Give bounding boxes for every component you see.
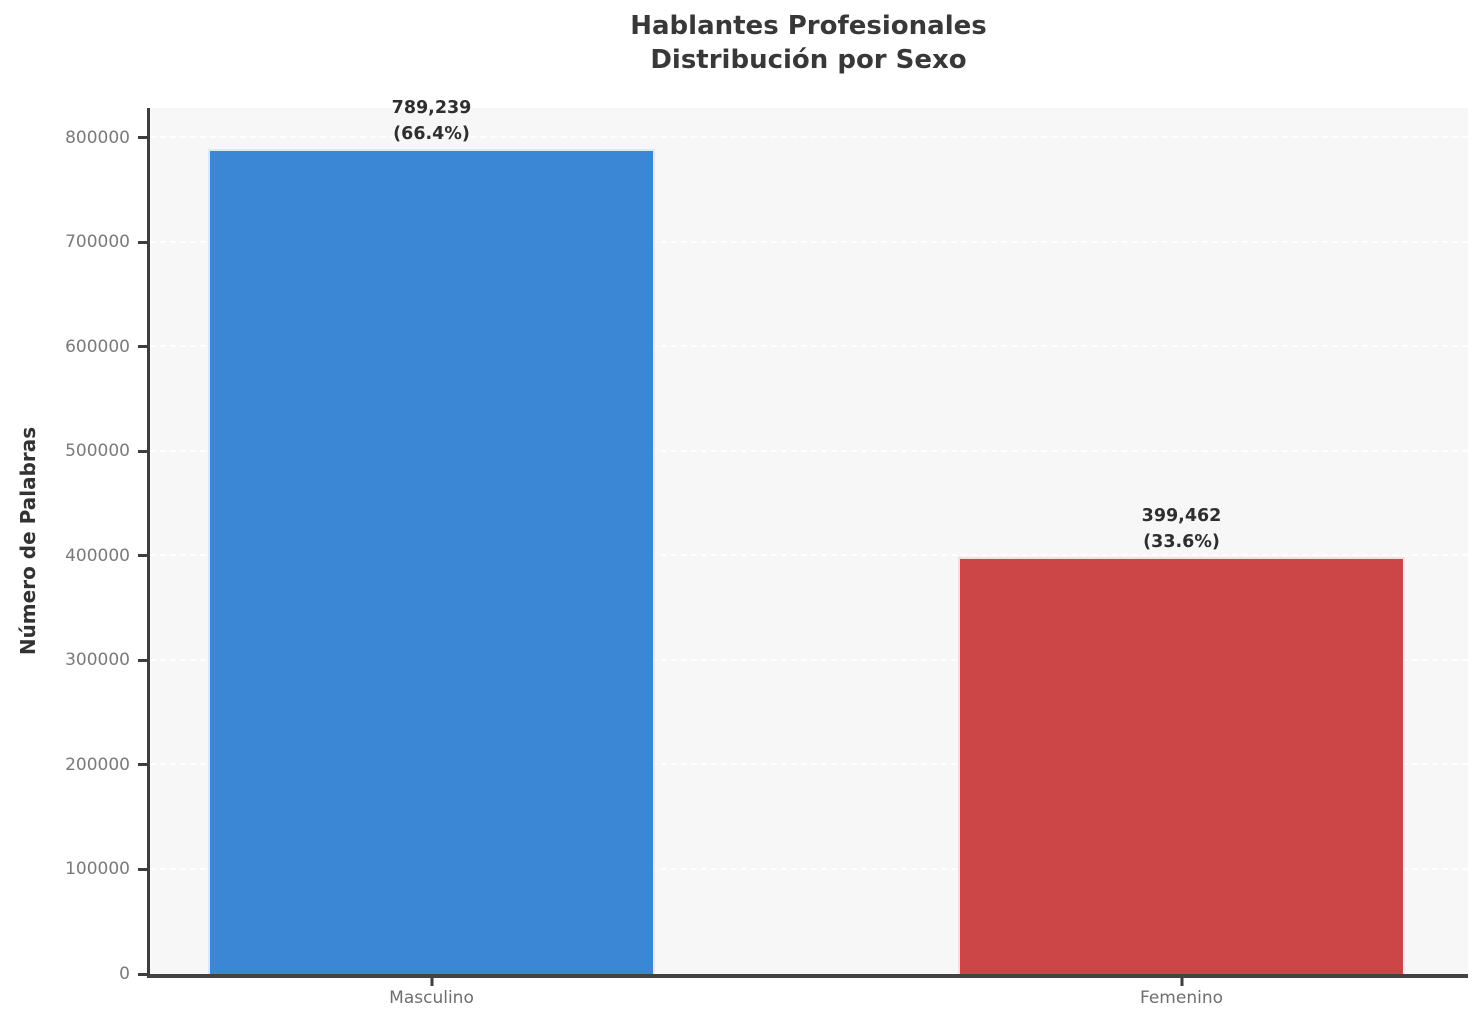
y-tick-mark: [138, 136, 147, 140]
x-tick-label-femenino: Femenino: [1140, 988, 1223, 1008]
bar-masculino: [208, 149, 655, 974]
y-tick-label: 400000: [65, 545, 130, 566]
gridline: [150, 867, 1468, 870]
x-tick-mark: [430, 978, 433, 986]
y-tick-mark: [138, 345, 147, 349]
title-block: Hablantes Profesionales Distribución por…: [149, 9, 1468, 77]
y-tick-label: 300000: [65, 650, 130, 671]
y-tick-label: 800000: [65, 127, 130, 148]
y-tick-mark: [138, 554, 147, 558]
gridline: [150, 763, 1468, 765]
y-tick-mark: [138, 867, 147, 871]
bar-value-label: 789,239 (66.4%): [391, 98, 472, 145]
y-tick-mark: [138, 240, 147, 244]
y-tick-label: 700000: [65, 232, 130, 253]
y-tick-mark: [138, 658, 147, 662]
y-tick-mark: [138, 449, 147, 453]
gridline: [150, 345, 1468, 347]
bar-value-label: 399,462 (33.6%): [1141, 505, 1222, 552]
chart-subtitle: Distribución por Sexo: [650, 45, 967, 75]
gridline: [150, 449, 1468, 452]
y-tick-label: 0: [119, 964, 130, 984]
y-tick-mark: [138, 763, 147, 767]
y-tick-label: 500000: [65, 441, 130, 462]
gridline: [150, 240, 1468, 243]
y-tick-label: 100000: [65, 859, 130, 880]
x-tick-label-masculino: Masculino: [389, 988, 474, 1008]
bar-femenino: [958, 556, 1405, 974]
plot-area: 789,239 (66.4%) 399,462 (33.6%): [147, 98, 1468, 978]
gridline: [150, 554, 1468, 556]
y-tick-mark: [138, 972, 147, 976]
gridline: [150, 658, 1468, 661]
y-tick-label: 600000: [65, 336, 130, 357]
chart-title: Hablantes Profesionales: [630, 11, 987, 41]
y-tick-label: 200000: [65, 754, 130, 775]
x-tick-mark: [1180, 978, 1183, 986]
gridline: [150, 136, 1468, 138]
